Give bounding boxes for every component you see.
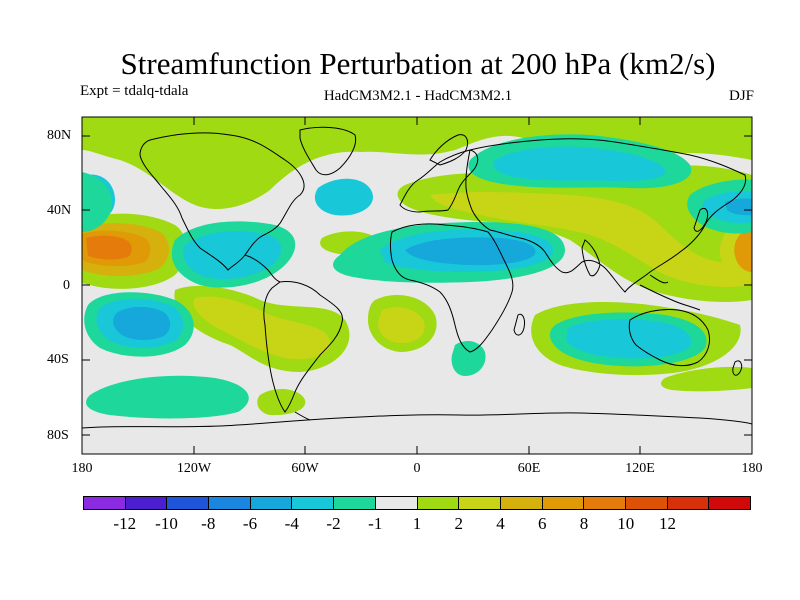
- lon-label-120w: 120W: [176, 461, 212, 476]
- colorbar-swatch: [167, 497, 210, 509]
- negative-anomaly-north-pacific-west: [687, 179, 752, 234]
- colorbar-swatch: [84, 497, 126, 509]
- colorbar-swatch: [375, 497, 418, 509]
- lat-label-40n: 40N: [47, 203, 72, 218]
- colorbar-label: 1: [412, 514, 422, 533]
- coast-madagascar: [513, 313, 525, 336]
- colorbar-label: -4: [284, 514, 299, 533]
- positive-anomaly-north-atlantic-asia: [397, 165, 752, 302]
- colorbar-label: -1: [368, 514, 383, 533]
- colorbar-swatch: [250, 497, 293, 509]
- colorbar-swatch: [459, 497, 501, 509]
- latitude-ticks: [82, 135, 752, 436]
- coast-australia: [628, 309, 711, 367]
- lon-label-60w: 60W: [291, 461, 319, 476]
- colorbar-swatch: [417, 497, 460, 509]
- negative-anomaly-southern-ocean: [86, 340, 486, 419]
- negative-anomaly-central-america: [171, 221, 296, 288]
- colorbar: [83, 496, 751, 510]
- colorbar-label: -10: [155, 514, 178, 533]
- lon-label-60e: 60E: [517, 461, 541, 476]
- longitude-ticks: [81, 117, 753, 454]
- coast-new-zealand: [732, 360, 743, 376]
- colorbar-swatch: [500, 497, 543, 509]
- lat-label-80s: 80S: [47, 428, 69, 443]
- colorbar-label: -8: [201, 514, 216, 533]
- season-label: DJF: [728, 88, 754, 104]
- coast-japan: [693, 207, 709, 232]
- colorbar-swatch: [292, 497, 335, 509]
- lon-label-0: 0: [413, 461, 421, 476]
- positive-anomaly-pacific-east: [82, 213, 187, 289]
- positive-anomaly-south-america: [174, 285, 350, 416]
- colorbar-swatch: [584, 497, 626, 509]
- colorbar-label: 4: [496, 514, 505, 533]
- colorbar-label: 6: [538, 514, 547, 533]
- coast-southeast-asia: [639, 274, 701, 311]
- lat-label-80n: 80N: [47, 128, 72, 143]
- negative-anomaly-south-pacific: [84, 292, 194, 357]
- positive-anomaly-australia-south: [660, 366, 752, 392]
- lon-label-120e: 120E: [625, 461, 655, 476]
- colorbar-swatch: [709, 497, 750, 509]
- coast-india: [581, 239, 601, 277]
- experiment-label: Expt = tdalq-tdala: [80, 83, 189, 99]
- colorbar-swatch: [542, 497, 585, 509]
- negative-anomaly-asia-north: [468, 134, 692, 189]
- colorbar-label: -6: [242, 514, 258, 533]
- colorbar-label: 8: [579, 514, 589, 533]
- colorbar-label: -12: [113, 514, 137, 533]
- negative-anomaly-north-pacific-east: [82, 172, 113, 232]
- lat-label-0: 0: [63, 278, 70, 293]
- colorbar-swatch: [209, 497, 251, 509]
- coast-scandinavia: [429, 134, 469, 166]
- lat-label-40s: 40S: [47, 352, 69, 367]
- lon-label-180e: 180: [741, 461, 763, 476]
- colorbar-swatch: [625, 497, 668, 509]
- models-label: HadCM3M2.1 - HadCM3M2.1: [323, 88, 513, 104]
- colorbar-label: 2: [454, 514, 464, 533]
- colorbar-swatch: [667, 497, 710, 509]
- negative-anomaly-indian-ocean: [549, 312, 707, 367]
- colorbar-label: 12: [659, 514, 676, 533]
- colorbar-label: 10: [617, 514, 635, 533]
- positive-anomaly-south-atlantic: [368, 295, 437, 352]
- colorbar-swatch: [125, 497, 168, 509]
- coast-asia: [465, 138, 747, 293]
- colorbar-swatch: [334, 497, 376, 509]
- coast-europe: [399, 149, 479, 213]
- lon-label-180w: 180: [71, 461, 93, 476]
- colorbar-label: -2: [326, 514, 341, 533]
- coast-antarctica: [82, 412, 752, 429]
- coast-central-america: [244, 254, 281, 283]
- coast-africa: [390, 223, 514, 353]
- plot-title: Streamfunction Perturbation at 200 hPa (…: [120, 46, 716, 81]
- coast-south-america: [263, 281, 344, 413]
- coast-greenland: [299, 126, 357, 176]
- coastlines: [82, 126, 752, 429]
- coast-antarctic-peninsula: [294, 411, 311, 421]
